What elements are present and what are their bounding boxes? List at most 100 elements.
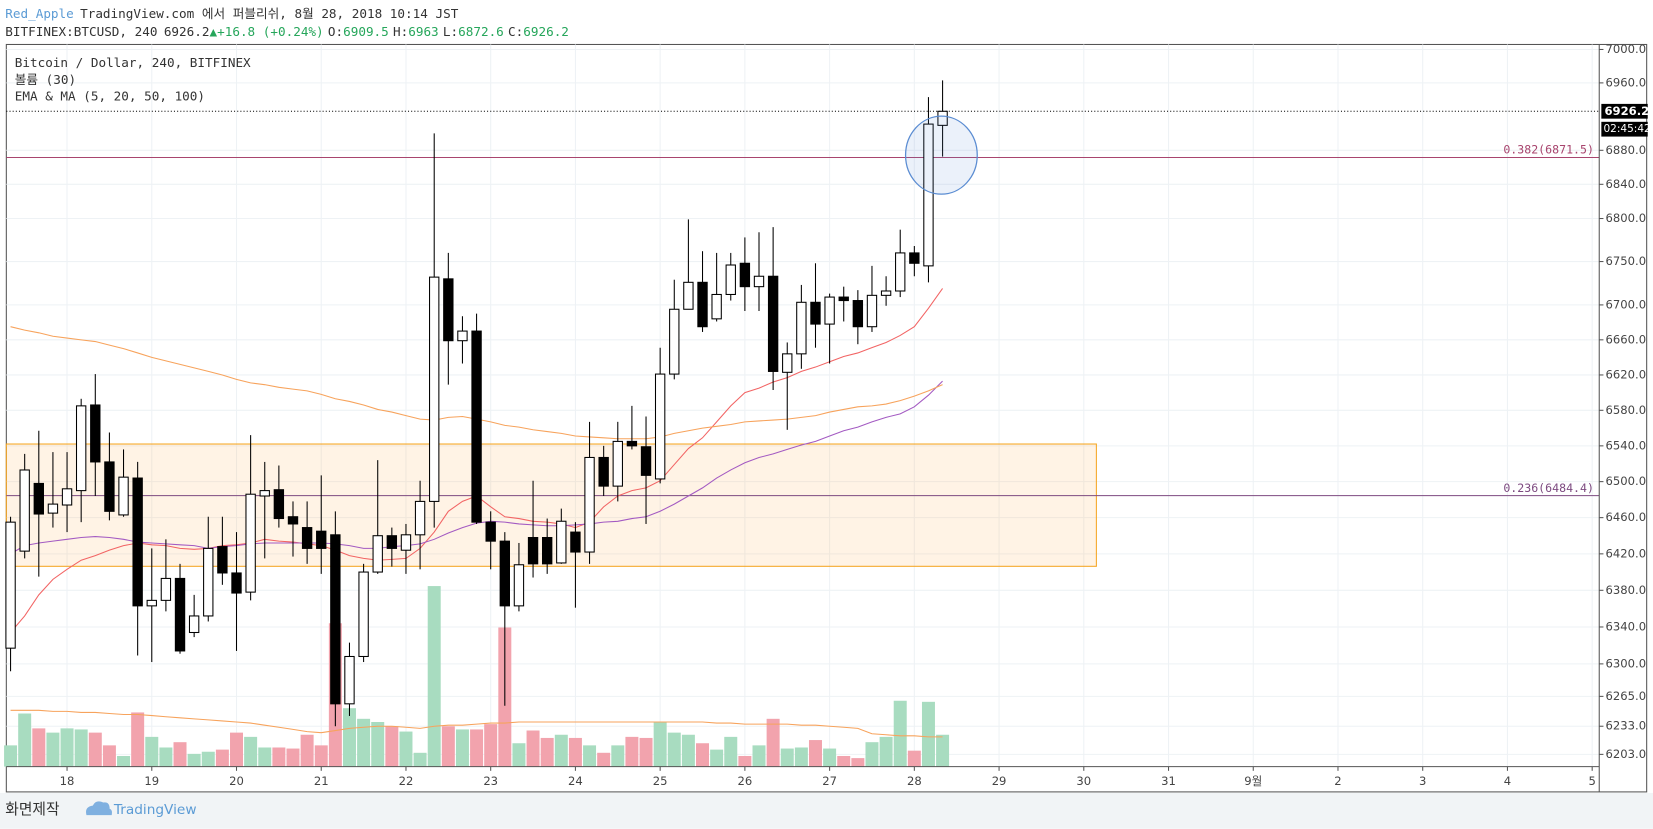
volume-bar	[60, 728, 74, 767]
candle-body	[414, 500, 426, 536]
candle-body	[471, 330, 482, 523]
volume-bar	[272, 747, 286, 767]
y-tick-label: 6460.0	[1606, 510, 1647, 524]
x-tick-label: 26	[738, 774, 753, 788]
volume-bar	[752, 745, 766, 767]
candle-body	[217, 546, 228, 574]
y-tick-label: 6203.0	[1606, 747, 1647, 761]
volume-bar	[512, 743, 526, 767]
y-tick-label: 6660.0	[1606, 332, 1647, 346]
legend-symbol: Bitcoin / Dollar, 240, BITFINEX	[15, 55, 251, 70]
x-tick-label: 5	[1588, 774, 1595, 788]
volume-bar	[159, 747, 173, 767]
volume-bar	[102, 745, 116, 767]
volume-bar	[18, 713, 32, 767]
x-tick-label: 22	[399, 774, 414, 788]
candle-body	[19, 469, 30, 552]
volume-bar	[131, 712, 145, 767]
candle-body	[118, 476, 129, 516]
x-tick-label: 3	[1419, 774, 1426, 788]
candle-body	[570, 531, 581, 553]
volume-bar	[441, 726, 455, 767]
change: +16.8 (+0.24%)	[217, 23, 324, 38]
highlight-circle	[904, 115, 978, 195]
volume-bar	[342, 708, 356, 767]
volume-bar	[696, 743, 710, 767]
author[interactable]: Red_Apple	[5, 5, 74, 20]
y-tick-label: 6540.0	[1606, 438, 1647, 452]
x-tick-label: 9월	[1244, 774, 1262, 788]
volume-bar	[74, 729, 88, 767]
volume-bar	[215, 749, 229, 767]
y-tick-label: 6750.0	[1606, 254, 1647, 268]
low-value: 6872.6	[458, 23, 504, 38]
header-line-2: BITFINEX:BTCUSD, 240 6926.2▲+16.8 (+0.24%…	[5, 23, 569, 38]
candle-body	[527, 536, 539, 565]
pane-border	[5, 43, 1648, 793]
candle-body	[513, 564, 525, 607]
x-tick-label: 19	[144, 774, 159, 788]
candle-body	[909, 252, 920, 264]
volume-bar	[399, 731, 413, 767]
candle-body	[75, 405, 87, 492]
candle-body	[654, 373, 666, 480]
volume-bar	[470, 729, 484, 767]
candle-body	[33, 482, 44, 515]
y-tick-label: 6960.0	[1606, 75, 1647, 89]
candle-body	[400, 534, 412, 551]
footer-bg	[0, 792, 1653, 829]
candle-body	[443, 278, 454, 342]
open-label: O:	[328, 23, 343, 38]
candle-body	[612, 440, 623, 487]
volume-bar	[893, 700, 907, 767]
volume-bar	[794, 747, 808, 767]
y-tick-label: 6300.0	[1606, 656, 1647, 670]
x-tick-label: 21	[314, 774, 329, 788]
candle-body	[330, 534, 341, 705]
volume-bar	[230, 732, 244, 767]
high-label: H:	[393, 23, 408, 38]
x-tick-label: 25	[653, 774, 668, 788]
volume-bar	[710, 749, 724, 767]
volume-bar	[4, 745, 18, 767]
change-arrow: ▲	[209, 23, 217, 38]
header-line-1: Red_Apple TradingView.com 에서 퍼블리쉬, 8월 28,…	[5, 5, 458, 20]
candle-body	[669, 308, 680, 375]
volume-bar	[371, 722, 385, 767]
y-tick-label: 6580.0	[1606, 403, 1647, 417]
volume-bar	[865, 742, 879, 767]
volume-bar	[554, 734, 568, 767]
candle-body	[104, 461, 115, 512]
candle-body	[739, 262, 751, 288]
candle-body	[753, 275, 765, 288]
candle-body	[725, 264, 736, 295]
footer-brand[interactable]: TradingView	[113, 802, 197, 818]
volume-bar	[300, 734, 314, 767]
close-label: C:	[508, 23, 523, 38]
x-tick-label: 30	[1076, 774, 1091, 788]
candle-body	[640, 446, 652, 476]
volume-bar	[314, 745, 328, 767]
volume-bar	[879, 736, 893, 767]
open-value: 6909.5	[343, 23, 389, 38]
x-tick-label: 18	[60, 774, 75, 788]
brand-logo[interactable]	[86, 801, 113, 816]
candle-body	[61, 488, 73, 506]
plot: 0.382(6871.5) 0.236(6484.4)	[4, 80, 1600, 767]
y-tick-label: 6233.0	[1606, 719, 1647, 733]
volume-bar	[639, 737, 653, 767]
volume-bar	[936, 734, 950, 767]
candle-body	[287, 516, 299, 525]
candle-body	[711, 293, 722, 320]
countdown: 02:45:42	[1603, 123, 1650, 135]
candle-body	[556, 520, 567, 564]
candle-body	[174, 577, 186, 652]
level-label: 0.236(6484.4)	[1503, 481, 1594, 495]
volume-bar	[823, 748, 837, 767]
candle-body	[895, 252, 906, 292]
candle-body	[810, 301, 821, 325]
candle-body	[429, 276, 440, 502]
candle-body	[5, 521, 16, 649]
symbol: BITFINEX:BTCUSD, 240	[5, 23, 157, 38]
